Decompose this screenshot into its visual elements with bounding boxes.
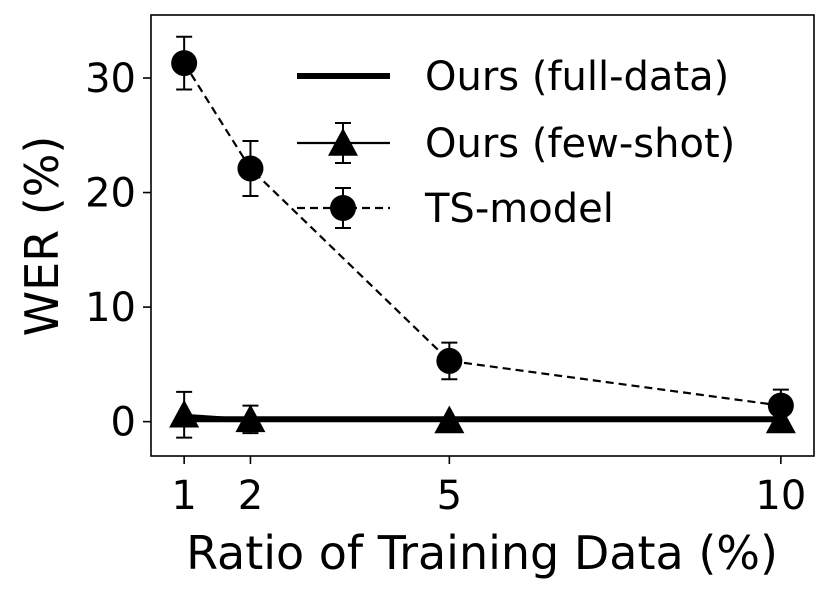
y-axis-label: WER (%) <box>15 136 69 337</box>
x-tick-label: 1 <box>171 473 196 519</box>
plot-frame <box>150 14 815 457</box>
y-tick-label: 30 <box>85 56 136 102</box>
legend-label: Ours (few-shot) <box>425 121 735 167</box>
data-point-ts-model <box>767 392 794 419</box>
axes-layer: 1 2 5 10 0 10 20 30 <box>85 56 806 519</box>
legend: Ours (full-data) Ours (few-shot) TS-model <box>297 54 735 232</box>
data-point-ours-few-shot <box>169 399 200 428</box>
data-point-ours-few-shot <box>235 404 266 433</box>
legend-item-ours-full-data: Ours (full-data) <box>297 54 729 100</box>
x-tick-label: 10 <box>755 473 806 519</box>
x-tick-label: 2 <box>238 473 263 519</box>
data-point-ts-model <box>171 50 198 77</box>
y-tick-label: 20 <box>85 171 136 217</box>
legend-label: TS-model <box>424 186 614 232</box>
x-axis-label: Ratio of Training Data (%) <box>186 526 778 580</box>
data-point-ts-model <box>237 155 264 182</box>
legend-marker <box>328 128 358 156</box>
legend-label: Ours (full-data) <box>425 54 729 100</box>
data-point-ts-model <box>436 347 463 374</box>
data-point-ours-few-shot <box>434 405 465 434</box>
series-ours-few-shot <box>169 390 796 439</box>
legend-marker <box>330 195 356 221</box>
y-tick-label: 0 <box>111 400 136 446</box>
legend-item-ts-model: TS-model <box>297 186 614 232</box>
series-line-ours-few-shot <box>184 413 781 422</box>
series-ts-model <box>171 35 794 423</box>
plot-layer <box>169 35 796 439</box>
series-line-ts-model <box>183 62 782 407</box>
y-tick-label: 10 <box>85 285 136 331</box>
x-tick-label: 5 <box>437 473 462 519</box>
legend-item-ours-few-shot: Ours (few-shot) <box>297 121 735 167</box>
